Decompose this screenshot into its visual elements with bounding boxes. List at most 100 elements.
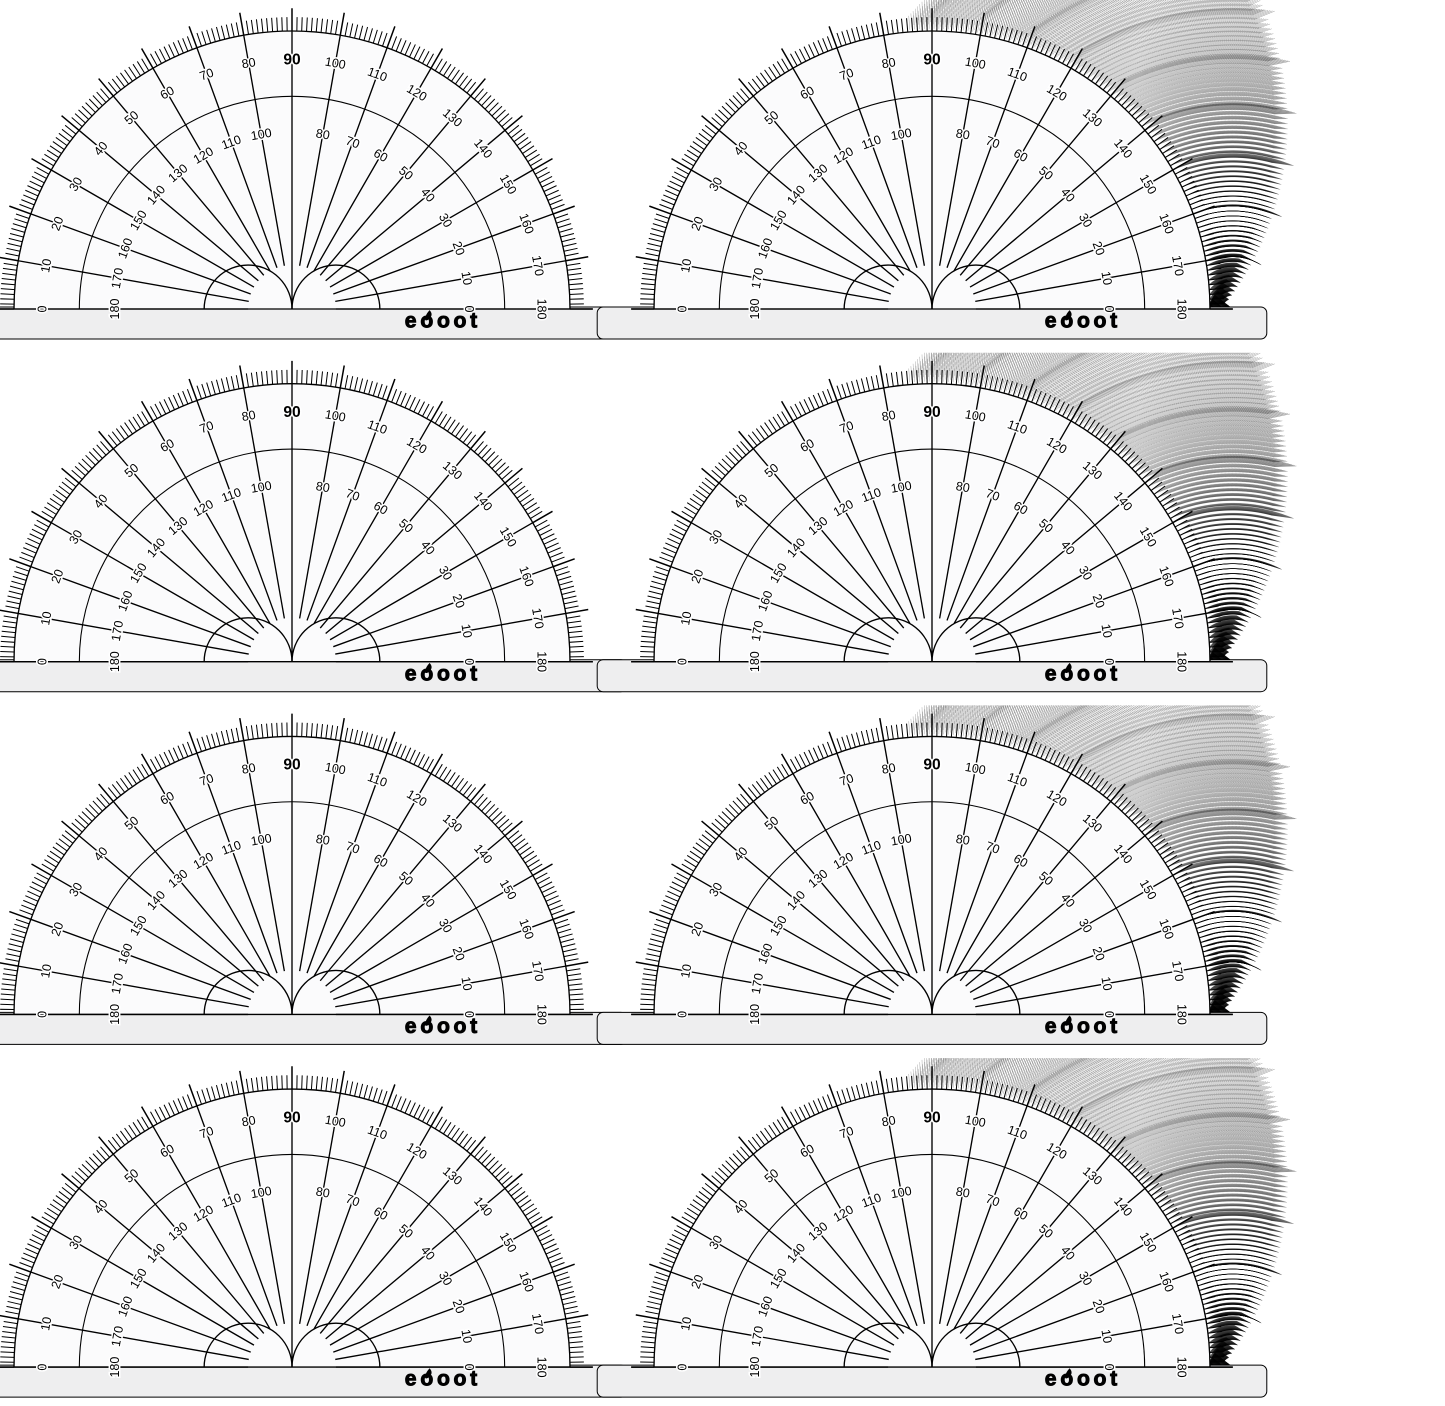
- svg-text:10: 10: [678, 963, 694, 979]
- svg-text:o: o: [437, 662, 450, 685]
- svg-text:0: 0: [35, 658, 49, 665]
- svg-text:e: e: [1045, 310, 1057, 333]
- svg-text:180: 180: [748, 651, 762, 672]
- svg-text:0: 0: [35, 305, 49, 312]
- svg-text:10: 10: [458, 976, 474, 992]
- svg-text:90: 90: [923, 757, 941, 774]
- svg-text:10: 10: [38, 1316, 54, 1332]
- svg-text:180: 180: [1175, 651, 1189, 672]
- svg-text:10: 10: [458, 1328, 474, 1344]
- svg-text:o: o: [1060, 310, 1073, 333]
- svg-text:180: 180: [108, 1357, 122, 1378]
- svg-text:80: 80: [315, 832, 331, 848]
- svg-text:80: 80: [241, 761, 257, 777]
- svg-text:e: e: [1045, 1368, 1057, 1391]
- svg-text:o: o: [420, 310, 433, 333]
- svg-text:e: e: [405, 662, 417, 685]
- svg-text:e: e: [405, 1368, 417, 1391]
- svg-text:e: e: [1045, 1015, 1057, 1038]
- svg-text:10: 10: [38, 610, 54, 626]
- svg-text:o: o: [1094, 310, 1107, 333]
- svg-text:0: 0: [675, 658, 689, 665]
- svg-text:t: t: [1110, 310, 1117, 333]
- svg-text:10: 10: [678, 258, 694, 274]
- svg-text:o: o: [420, 1015, 433, 1038]
- svg-text:80: 80: [955, 479, 971, 495]
- svg-text:t: t: [1110, 1368, 1117, 1391]
- svg-text:0: 0: [35, 1011, 49, 1018]
- svg-text:o: o: [454, 1015, 467, 1038]
- svg-text:180: 180: [748, 299, 762, 320]
- svg-text:o: o: [1094, 1015, 1107, 1038]
- svg-text:10: 10: [678, 610, 694, 626]
- svg-text:e: e: [1045, 662, 1057, 685]
- svg-text:90: 90: [923, 404, 941, 421]
- svg-text:o: o: [454, 310, 467, 333]
- svg-text:o: o: [1077, 662, 1090, 685]
- svg-text:0: 0: [35, 1364, 49, 1371]
- svg-text:e: e: [405, 1015, 417, 1038]
- svg-text:80: 80: [881, 1113, 897, 1129]
- svg-text:180: 180: [535, 651, 549, 672]
- svg-text:o: o: [1077, 1015, 1090, 1038]
- svg-text:t: t: [470, 1368, 477, 1391]
- svg-text:80: 80: [315, 479, 331, 495]
- svg-text:e: e: [405, 310, 417, 333]
- svg-text:o: o: [437, 1368, 450, 1391]
- svg-text:o: o: [420, 662, 433, 685]
- svg-text:80: 80: [315, 126, 331, 142]
- svg-text:80: 80: [955, 126, 971, 142]
- svg-text:180: 180: [108, 651, 122, 672]
- svg-text:10: 10: [1098, 270, 1114, 286]
- svg-text:0: 0: [675, 1011, 689, 1018]
- svg-text:10: 10: [678, 1316, 694, 1332]
- svg-text:90: 90: [283, 1109, 301, 1126]
- svg-text:180: 180: [1175, 1004, 1189, 1025]
- svg-text:10: 10: [38, 963, 54, 979]
- svg-text:180: 180: [1175, 1357, 1189, 1378]
- svg-text:t: t: [1110, 662, 1117, 685]
- svg-text:o: o: [1060, 1015, 1073, 1038]
- svg-text:90: 90: [283, 757, 301, 774]
- svg-text:o: o: [1060, 662, 1073, 685]
- svg-text:o: o: [1077, 1368, 1090, 1391]
- svg-text:180: 180: [535, 1357, 549, 1378]
- svg-text:o: o: [1094, 1368, 1107, 1391]
- svg-text:180: 180: [108, 299, 122, 320]
- svg-text:o: o: [1077, 310, 1090, 333]
- svg-text:180: 180: [1175, 299, 1189, 320]
- svg-text:90: 90: [923, 51, 941, 68]
- svg-text:180: 180: [108, 1004, 122, 1025]
- svg-text:10: 10: [1098, 623, 1114, 639]
- svg-text:80: 80: [955, 1184, 971, 1200]
- svg-text:o: o: [437, 1015, 450, 1038]
- svg-text:t: t: [470, 662, 477, 685]
- svg-text:10: 10: [458, 270, 474, 286]
- svg-text:10: 10: [1098, 976, 1114, 992]
- svg-text:o: o: [454, 662, 467, 685]
- svg-text:80: 80: [241, 408, 257, 424]
- svg-text:0: 0: [675, 305, 689, 312]
- svg-text:o: o: [1060, 1368, 1073, 1391]
- svg-text:10: 10: [458, 623, 474, 639]
- svg-text:180: 180: [535, 1004, 549, 1025]
- svg-text:t: t: [1110, 1015, 1117, 1038]
- svg-text:180: 180: [748, 1357, 762, 1378]
- svg-text:80: 80: [881, 55, 897, 71]
- svg-text:80: 80: [881, 408, 897, 424]
- svg-text:80: 80: [955, 832, 971, 848]
- svg-text:o: o: [454, 1368, 467, 1391]
- svg-text:80: 80: [241, 1113, 257, 1129]
- svg-text:90: 90: [283, 404, 301, 421]
- svg-text:t: t: [470, 1015, 477, 1038]
- svg-text:90: 90: [923, 1109, 941, 1126]
- svg-text:t: t: [470, 310, 477, 333]
- svg-text:80: 80: [315, 1184, 331, 1200]
- svg-text:180: 180: [535, 299, 549, 320]
- svg-text:180: 180: [748, 1004, 762, 1025]
- svg-text:o: o: [420, 1368, 433, 1391]
- svg-text:80: 80: [881, 761, 897, 777]
- svg-text:10: 10: [1098, 1328, 1114, 1344]
- svg-text:90: 90: [283, 51, 301, 68]
- svg-text:o: o: [1094, 662, 1107, 685]
